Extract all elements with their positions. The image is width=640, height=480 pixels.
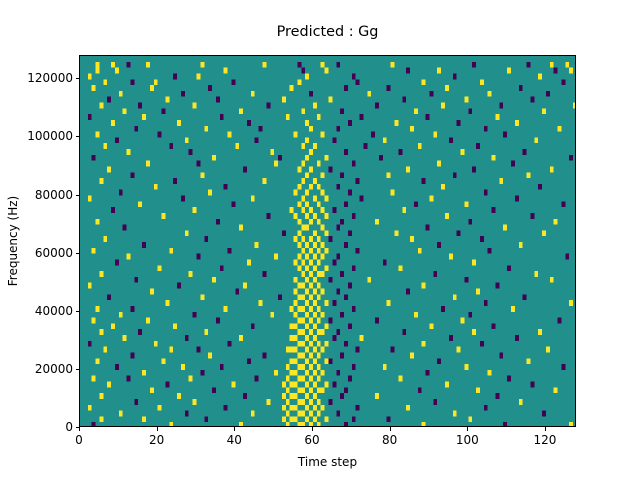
x-tick-label: 60 — [304, 433, 320, 447]
spectrogram-plot-area — [79, 55, 576, 427]
y-tick-mark — [75, 78, 79, 80]
y-axis-label: Frequency (Hz) — [6, 195, 20, 287]
x-tick-mark — [544, 427, 546, 431]
x-tick-label: 100 — [455, 433, 479, 447]
y-tick-label: 40000 — [34, 303, 73, 318]
x-tick-label: 0 — [75, 433, 83, 447]
x-tick-mark — [79, 427, 80, 431]
page-title: Predicted : Gg — [276, 24, 379, 40]
y-tick-label: 80000 — [34, 187, 73, 202]
x-tick-label: 120 — [533, 433, 557, 447]
y-tick-label: 100000 — [27, 129, 73, 144]
x-axis-label: Time step — [297, 455, 358, 469]
y-tick-mark — [75, 194, 79, 196]
x-tick-label: 20 — [149, 433, 165, 447]
x-tick-mark — [389, 427, 391, 431]
y-tick-mark — [75, 252, 79, 254]
y-tick-label: 60000 — [34, 245, 73, 260]
x-tick-mark — [311, 427, 313, 431]
y-tick-mark — [75, 310, 79, 312]
x-tick-label: 40 — [226, 433, 242, 447]
y-tick-label: 0 — [65, 420, 73, 434]
y-tick-mark — [75, 427, 79, 428]
x-tick-label: 80 — [381, 433, 398, 447]
y-tick-mark — [75, 368, 79, 370]
y-tick-label: 120000 — [27, 71, 73, 86]
x-tick-mark — [156, 427, 158, 431]
x-tick-mark — [467, 427, 469, 431]
y-tick-mark — [75, 136, 79, 138]
x-tick-mark — [234, 427, 236, 431]
y-tick-label: 20000 — [34, 361, 73, 376]
heatmap-image — [80, 56, 575, 426]
